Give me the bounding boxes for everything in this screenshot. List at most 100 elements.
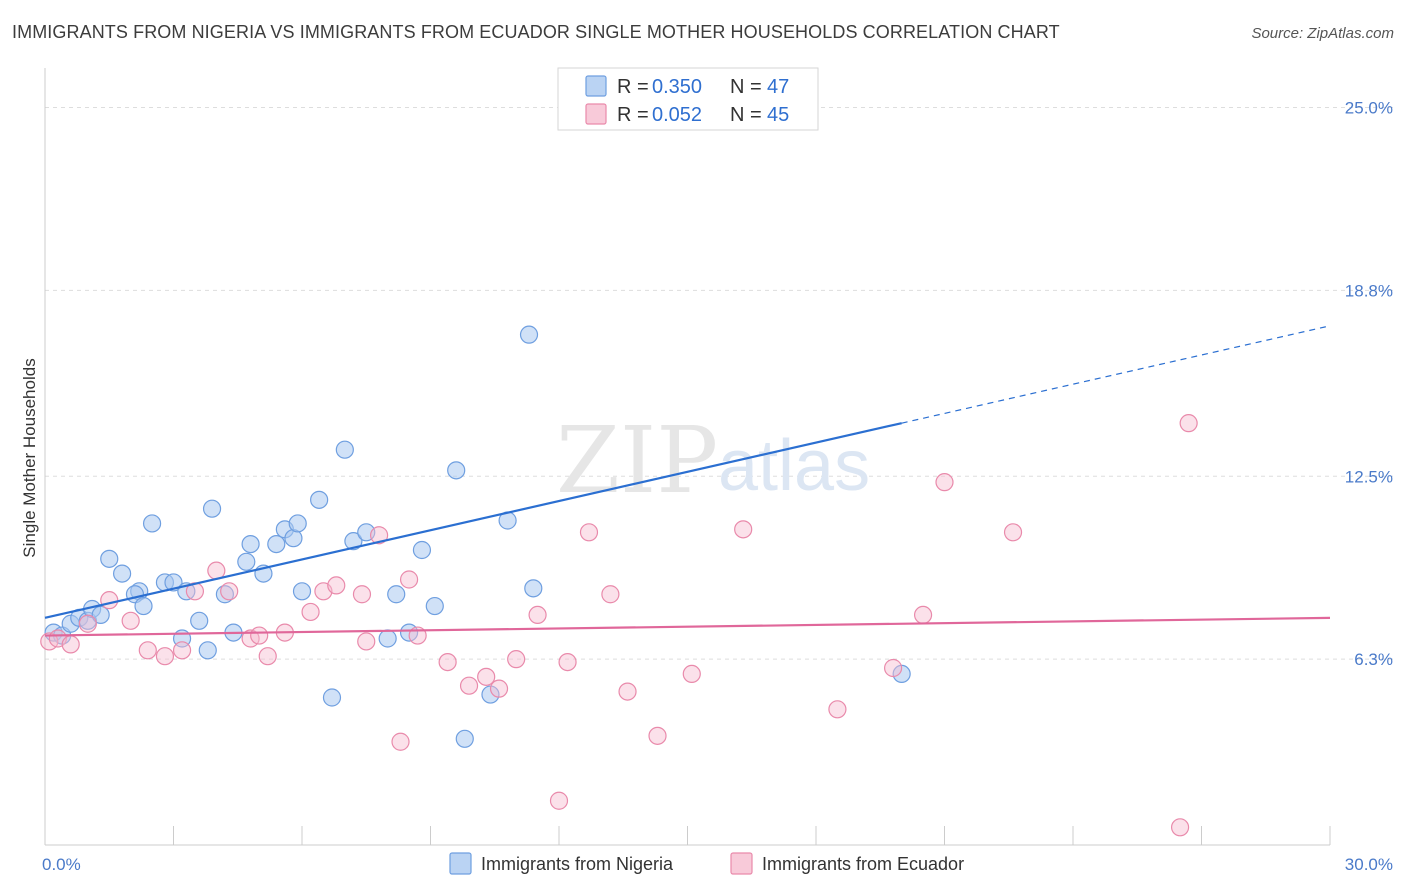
bottom-legend-swatch-ecuador	[730, 852, 753, 875]
nigeria-point-7	[100, 549, 119, 568]
nigeria-point-36	[387, 585, 406, 604]
nigeria-point-19	[202, 499, 222, 518]
series-nigeria-points	[44, 325, 911, 748]
ecuador-point-40	[883, 658, 903, 678]
legend-r-label-nigeria: R =	[617, 76, 649, 98]
nigeria-point-29	[292, 582, 312, 601]
y-tick-label-0: 25.0%	[1345, 99, 1393, 118]
ecuador-point-29	[507, 650, 526, 669]
ecuador-point-26	[459, 676, 479, 695]
ecuador-point-43	[1003, 523, 1023, 542]
ecuador-point-37	[682, 664, 701, 684]
ecuador-point-45	[1179, 414, 1198, 433]
nigeria-point-41	[455, 729, 474, 748]
trendline-ecuador	[44, 616, 1331, 637]
ecuador-point-31	[549, 791, 569, 810]
trendline-nigeria-extension	[901, 325, 1331, 424]
series-legend: Immigrants from Nigeria Immigrants from …	[449, 852, 964, 875]
legend-n-value-nigeria: 47	[767, 76, 789, 98]
ecuador-point-20	[357, 632, 376, 651]
legend-n-label-nigeria: N =	[730, 76, 762, 98]
bottom-legend-swatch-nigeria	[449, 852, 472, 875]
ecuador-point-35	[618, 682, 637, 701]
ecuador-point-38	[734, 520, 753, 539]
x-tick-label-1: 30.0%	[1345, 855, 1393, 874]
nigeria-point-25	[267, 534, 286, 554]
ecuador-point-19	[352, 585, 372, 604]
ecuador-point-8	[172, 641, 192, 660]
ecuador-point-30	[528, 605, 547, 625]
ecuador-point-36	[648, 726, 667, 745]
ecuador-point-4	[100, 591, 119, 610]
ecuador-point-44	[1170, 818, 1190, 837]
nigeria-point-45	[524, 579, 543, 598]
y-tick-labels: 25.0% 18.8% 12.5% 6.3%	[1345, 99, 1393, 670]
watermark: ZIP atlas	[556, 407, 870, 514]
nigeria-point-6	[91, 605, 110, 625]
ecuador-point-21	[370, 526, 389, 545]
nigeria-point-23	[241, 534, 260, 554]
ecuador-point-41	[913, 605, 933, 625]
ecuador-point-3	[78, 614, 97, 633]
legend-swatch-ecuador	[585, 103, 607, 125]
nigeria-point-32	[335, 440, 354, 459]
axes	[44, 68, 1331, 846]
nigeria-point-22	[237, 552, 256, 571]
bottom-legend-label-nigeria: Immigrants from Nigeria	[481, 854, 674, 874]
ecuador-point-27	[477, 667, 496, 686]
nigeria-point-18	[198, 641, 217, 660]
nigeria-point-8	[112, 564, 132, 583]
nigeria-point-35	[378, 629, 397, 648]
nigeria-point-11	[134, 596, 153, 616]
x-tick-label-0: 0.0%	[42, 855, 81, 874]
chart-title: IMMIGRANTS FROM NIGERIA VS IMMIGRANTS FR…	[12, 22, 1060, 42]
trendline-nigeria	[44, 422, 902, 619]
watermark-zip: ZIP	[556, 407, 718, 514]
legend-n-label-ecuador: N =	[730, 104, 762, 126]
y-axis-label: Single Mother Households	[20, 358, 39, 557]
legend-swatch-nigeria	[585, 75, 607, 97]
nigeria-point-40	[447, 461, 466, 480]
nigeria-point-28	[288, 514, 307, 533]
ecuador-point-25	[438, 652, 457, 672]
gridlines	[45, 107, 1393, 660]
nigeria-point-17	[190, 611, 209, 630]
nigeria-point-38	[412, 540, 432, 560]
ecuador-point-18	[327, 576, 346, 595]
ecuador-point-7	[155, 647, 175, 666]
ecuador-point-28	[489, 679, 509, 698]
ecuador-point-23	[399, 570, 419, 589]
ecuador-point-5	[121, 611, 140, 630]
ecuador-point-39	[828, 700, 847, 719]
ecuador-point-14	[258, 647, 277, 666]
ecuador-point-42	[935, 473, 954, 492]
x-tick-labels: 0.0% 30.0%	[42, 855, 1393, 874]
ecuador-point-32	[558, 652, 577, 672]
watermark-atlas: atlas	[718, 426, 870, 506]
bottom-legend-label-ecuador: Immigrants from Ecuador	[762, 854, 964, 874]
legend-r-value-ecuador: 0.052	[652, 104, 702, 126]
nigeria-point-44	[519, 325, 539, 344]
nigeria-point-33	[344, 532, 363, 551]
nigeria-point-30	[310, 490, 329, 509]
ecuador-point-33	[579, 523, 599, 542]
y-tick-label-2: 12.5%	[1345, 467, 1393, 486]
ecuador-point-22	[391, 732, 410, 751]
nigeria-point-12	[142, 514, 162, 533]
trendlines	[44, 325, 1331, 637]
nigeria-point-39	[425, 596, 444, 616]
ecuador-point-6	[138, 641, 157, 660]
ecuador-point-16	[301, 602, 320, 622]
legend-r-value-nigeria: 0.350	[652, 76, 702, 98]
y-tick-label-3: 6.3%	[1354, 650, 1393, 669]
ecuador-point-11	[220, 582, 239, 601]
source-label: Source: ZipAtlas.com	[1251, 25, 1394, 42]
stats-legend: R = 0.350 N = 47 R = 0.052 N = 45	[557, 67, 819, 131]
ecuador-point-13	[250, 626, 269, 645]
y-tick-label-1: 18.8%	[1345, 281, 1393, 300]
ecuador-point-2	[61, 635, 80, 654]
nigeria-point-31	[322, 688, 342, 707]
series-ecuador-points	[40, 414, 1198, 837]
legend-n-value-ecuador: 45	[767, 104, 789, 126]
